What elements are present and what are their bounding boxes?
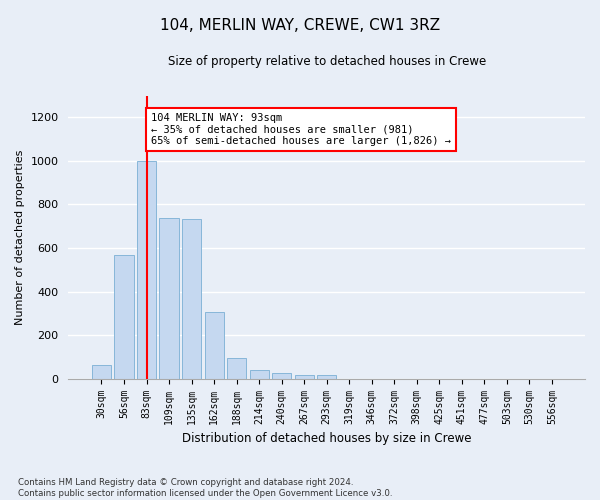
Bar — [317, 376, 336, 378]
Y-axis label: Number of detached properties: Number of detached properties — [15, 150, 25, 325]
Bar — [295, 376, 314, 378]
Bar — [115, 254, 134, 378]
X-axis label: Distribution of detached houses by size in Crewe: Distribution of detached houses by size … — [182, 432, 472, 445]
Bar — [272, 373, 291, 378]
Text: 104 MERLIN WAY: 93sqm
← 35% of detached houses are smaller (981)
65% of semi-det: 104 MERLIN WAY: 93sqm ← 35% of detached … — [151, 113, 451, 146]
Bar — [227, 358, 246, 378]
Bar — [92, 364, 111, 378]
Bar — [137, 161, 156, 378]
Bar — [250, 370, 269, 378]
Bar — [160, 218, 179, 378]
Text: 104, MERLIN WAY, CREWE, CW1 3RZ: 104, MERLIN WAY, CREWE, CW1 3RZ — [160, 18, 440, 32]
Title: Size of property relative to detached houses in Crewe: Size of property relative to detached ho… — [167, 55, 486, 68]
Bar — [205, 312, 224, 378]
Text: Contains HM Land Registry data © Crown copyright and database right 2024.
Contai: Contains HM Land Registry data © Crown c… — [18, 478, 392, 498]
Bar — [182, 218, 201, 378]
